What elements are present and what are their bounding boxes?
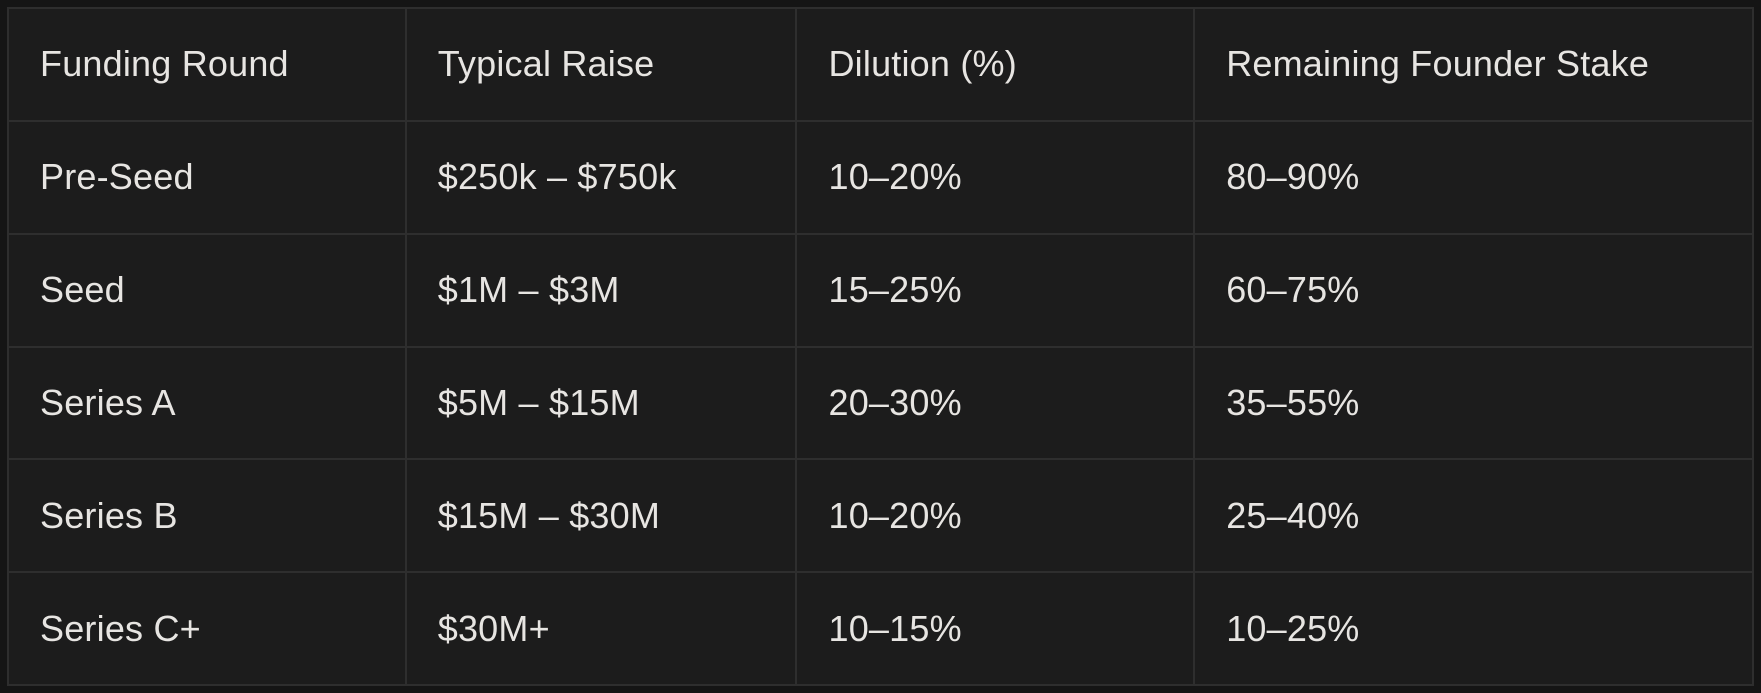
table-cell: Pre-Seed [9,121,405,233]
table-cell: 35–55% [1195,347,1752,459]
table-cell: 10–25% [1195,573,1752,684]
table-cell: Series A [9,347,405,459]
table-cell: $15M – $30M [406,460,796,572]
table-cell: Series C+ [9,573,405,684]
table-cell: Series B [9,460,405,572]
table-cell: 20–30% [797,347,1194,459]
column-header-funding-round: Funding Round [9,9,405,120]
table-cell: $250k – $750k [406,121,796,233]
column-header-typical-raise: Typical Raise [406,9,796,120]
table-cell: 25–40% [1195,460,1752,572]
table-cell: $5M – $15M [406,347,796,459]
table-cell: 10–15% [797,573,1194,684]
table-cell: $30M+ [406,573,796,684]
table-cell: 15–25% [797,234,1194,346]
table-cell: 10–20% [797,121,1194,233]
table-cell: $1M – $3M [406,234,796,346]
table-cell: 60–75% [1195,234,1752,346]
column-header-remaining-founder-stake: Remaining Founder Stake [1195,9,1752,120]
funding-rounds-table: Funding Round Typical Raise Dilution (%)… [7,7,1754,686]
table-cell: Seed [9,234,405,346]
table-cell: 10–20% [797,460,1194,572]
column-header-dilution: Dilution (%) [797,9,1194,120]
table-cell: 80–90% [1195,121,1752,233]
